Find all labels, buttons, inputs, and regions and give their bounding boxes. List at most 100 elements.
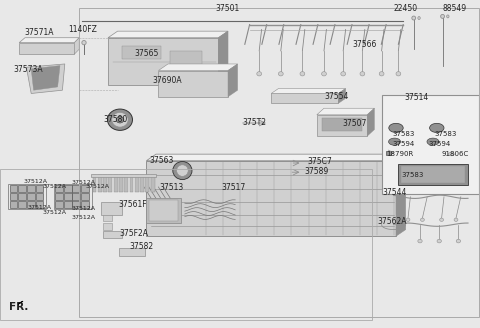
Bar: [145, 175, 149, 192]
Text: 37583: 37583: [393, 131, 415, 137]
Bar: [54, 184, 92, 209]
Ellipse shape: [418, 16, 420, 20]
Bar: [27, 193, 35, 200]
Bar: [119, 248, 145, 256]
Polygon shape: [158, 64, 238, 71]
Bar: [36, 201, 43, 208]
Text: 37582: 37582: [130, 242, 154, 252]
Bar: [55, 185, 63, 192]
Bar: [124, 175, 128, 192]
Bar: [10, 193, 17, 200]
Bar: [55, 201, 63, 208]
Text: 37512A: 37512A: [71, 215, 95, 220]
Bar: [149, 200, 178, 221]
Polygon shape: [158, 71, 228, 97]
Ellipse shape: [257, 72, 262, 76]
Bar: [398, 164, 468, 185]
Bar: [130, 175, 133, 192]
Ellipse shape: [389, 123, 403, 133]
Polygon shape: [146, 154, 406, 161]
Ellipse shape: [341, 72, 346, 76]
Polygon shape: [317, 108, 374, 115]
Text: 37512A: 37512A: [71, 206, 95, 211]
Bar: [0, 169, 372, 320]
Ellipse shape: [454, 218, 458, 221]
Bar: [8, 184, 46, 209]
Ellipse shape: [396, 72, 401, 76]
Bar: [81, 185, 89, 192]
Bar: [101, 202, 122, 215]
Ellipse shape: [412, 16, 416, 20]
Text: 37571A: 37571A: [24, 28, 54, 37]
Text: 37512A: 37512A: [42, 184, 66, 189]
Ellipse shape: [389, 138, 401, 145]
Bar: [64, 201, 72, 208]
Text: 37512A: 37512A: [42, 210, 66, 215]
Bar: [146, 198, 181, 223]
Text: 22450: 22450: [394, 4, 418, 13]
Bar: [103, 215, 112, 221]
Text: 37690A: 37690A: [152, 76, 182, 85]
Text: 37507: 37507: [342, 118, 367, 128]
Bar: [140, 175, 144, 192]
Polygon shape: [108, 31, 228, 38]
Ellipse shape: [108, 109, 132, 130]
Text: 37561F: 37561F: [119, 200, 147, 209]
Text: 37512A: 37512A: [28, 205, 52, 210]
Bar: [93, 175, 96, 192]
Polygon shape: [271, 93, 338, 103]
Ellipse shape: [82, 40, 86, 45]
Text: 1140FZ: 1140FZ: [68, 25, 97, 34]
Polygon shape: [146, 161, 396, 236]
Polygon shape: [367, 108, 374, 136]
Bar: [122, 46, 161, 59]
Text: 37563: 37563: [150, 156, 174, 165]
Text: 375F2A: 375F2A: [120, 229, 148, 238]
Ellipse shape: [430, 123, 444, 133]
Ellipse shape: [418, 239, 422, 243]
Polygon shape: [18, 301, 23, 304]
Text: 37594: 37594: [393, 141, 415, 147]
Text: 88549: 88549: [443, 4, 467, 13]
Text: 37580: 37580: [103, 114, 127, 124]
Bar: [103, 231, 122, 238]
Bar: [108, 175, 112, 192]
Ellipse shape: [116, 116, 124, 123]
Ellipse shape: [437, 239, 442, 243]
Ellipse shape: [448, 153, 454, 156]
Bar: [72, 185, 80, 192]
Bar: [72, 193, 80, 200]
Bar: [27, 201, 35, 208]
Bar: [10, 201, 17, 208]
Ellipse shape: [420, 218, 424, 221]
Bar: [18, 193, 26, 200]
Polygon shape: [228, 64, 238, 97]
Text: 37512A: 37512A: [23, 179, 47, 184]
Bar: [10, 185, 17, 192]
Bar: [27, 185, 35, 192]
Bar: [151, 175, 155, 192]
Text: 37501: 37501: [216, 4, 240, 13]
Bar: [91, 174, 156, 177]
Text: 91806C: 91806C: [442, 151, 469, 156]
Ellipse shape: [441, 14, 444, 18]
Text: 375C7: 375C7: [307, 157, 332, 166]
Ellipse shape: [278, 72, 283, 76]
Bar: [64, 185, 72, 192]
Text: 18790R: 18790R: [386, 151, 413, 156]
Bar: [79, 8, 479, 317]
Bar: [114, 175, 118, 192]
Bar: [322, 118, 362, 131]
Bar: [18, 185, 26, 192]
Bar: [401, 166, 465, 183]
Bar: [55, 193, 63, 200]
Polygon shape: [26, 64, 65, 93]
Ellipse shape: [427, 138, 439, 145]
Bar: [135, 175, 139, 192]
Ellipse shape: [447, 15, 449, 18]
Ellipse shape: [360, 72, 365, 76]
Bar: [170, 51, 202, 67]
Ellipse shape: [456, 239, 461, 243]
Polygon shape: [338, 89, 346, 103]
Text: 37589: 37589: [304, 167, 329, 176]
